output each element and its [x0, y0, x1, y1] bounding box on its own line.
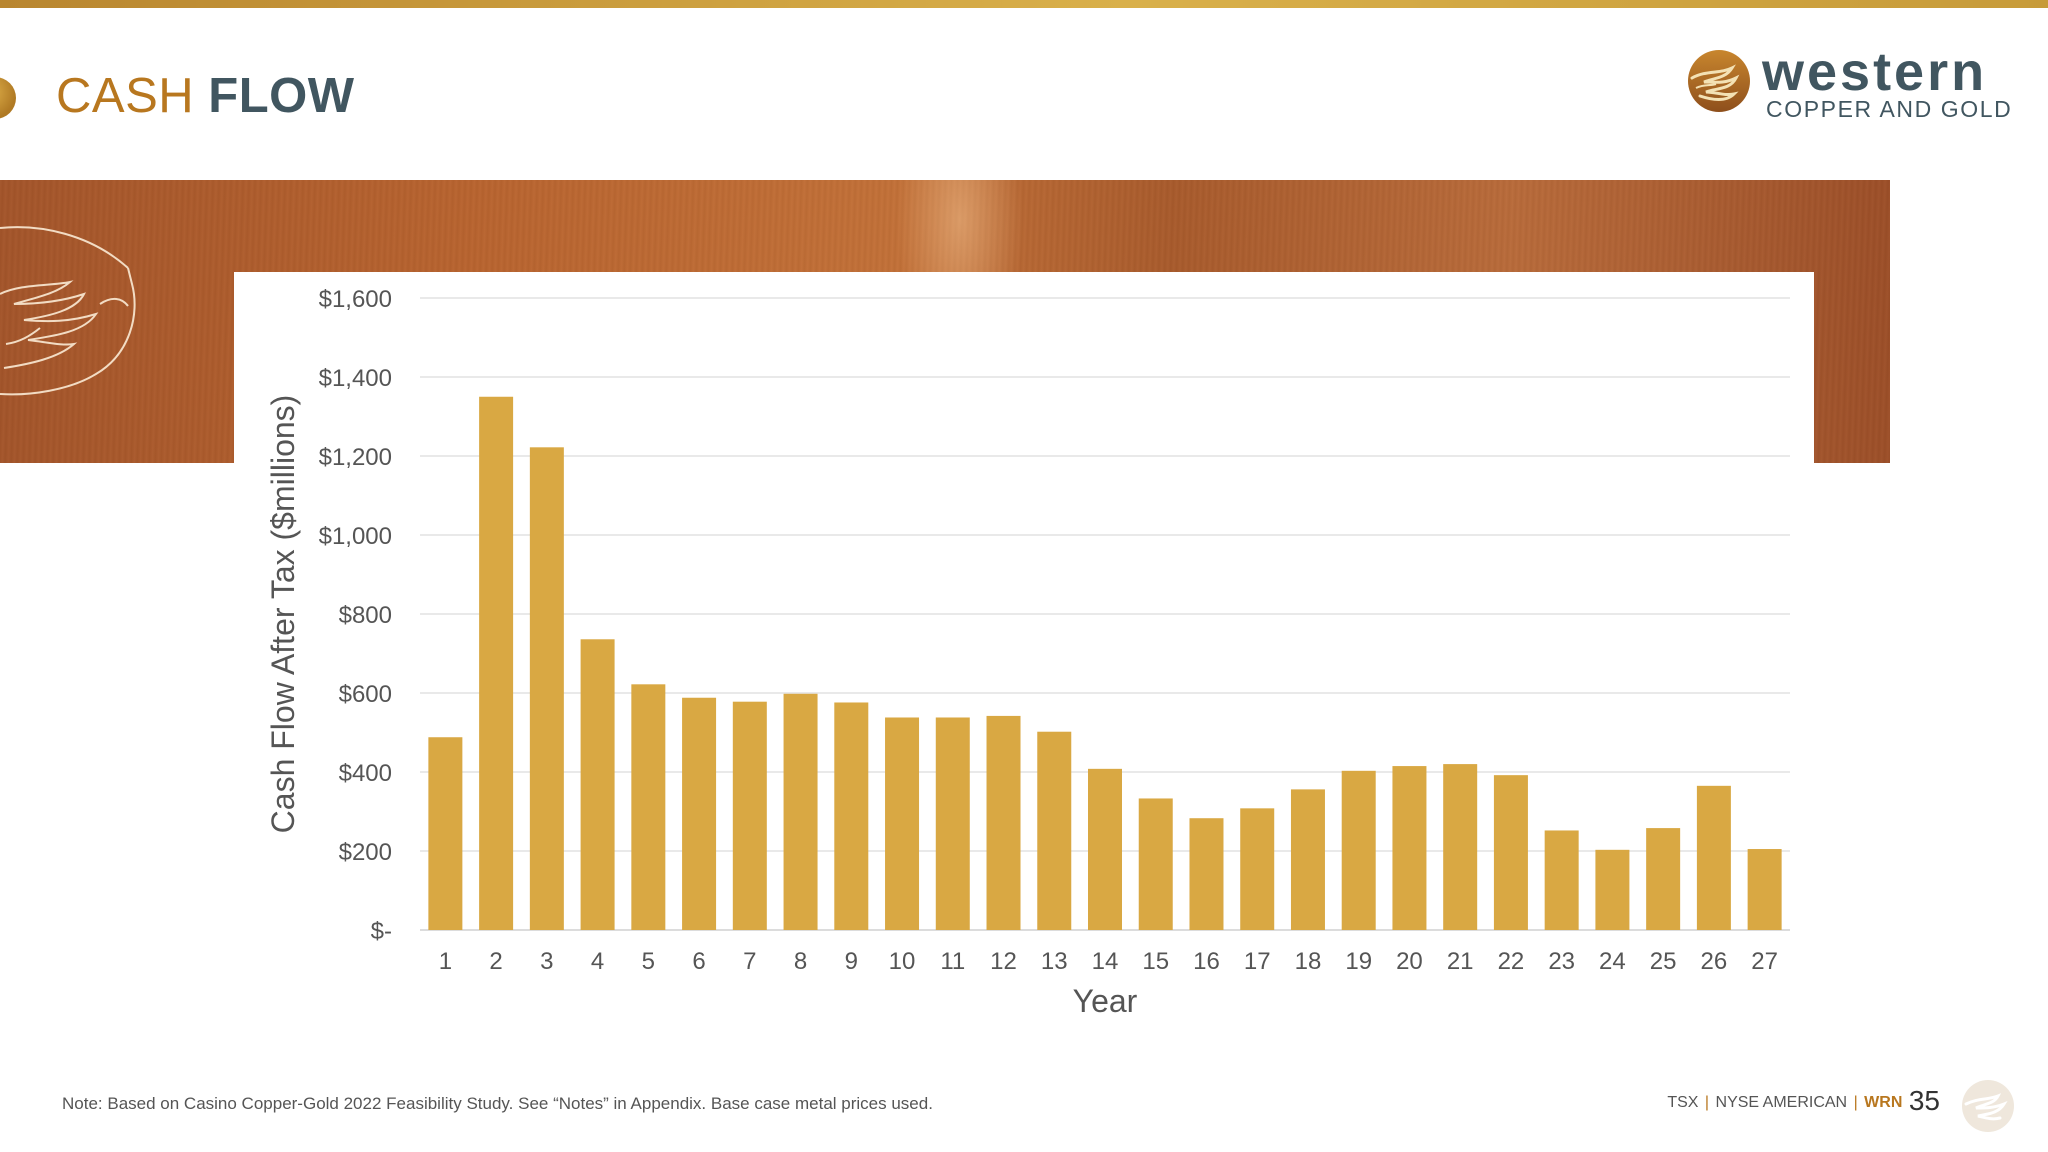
x-tick-label: 19 — [1345, 948, 1372, 975]
x-tick-label: 16 — [1193, 948, 1220, 975]
x-tick-label: 3 — [540, 948, 553, 975]
y-tick-label: $- — [371, 918, 392, 945]
footnote: Note: Based on Casino Copper-Gold 2022 F… — [62, 1094, 933, 1113]
x-tick-label: 8 — [794, 948, 807, 975]
separator: | — [1853, 1094, 1858, 1111]
ticker-symbol: WRN — [1864, 1094, 1903, 1111]
bar-year-13 — [1037, 731, 1072, 930]
page-title-part1: CASH — [56, 69, 209, 123]
bar-year-2 — [479, 396, 514, 930]
bar-year-14 — [1088, 768, 1122, 930]
x-tick-label: 6 — [692, 948, 705, 975]
bar-year-23 — [1544, 830, 1579, 930]
western-copper-gold-logo-icon — [1688, 50, 1750, 112]
separator: | — [1704, 1094, 1710, 1111]
x-tick-label: 27 — [1751, 948, 1778, 975]
x-tick-label: 24 — [1599, 948, 1626, 975]
y-tick-label: $400 — [339, 760, 392, 787]
x-tick-label: 12 — [990, 948, 1017, 975]
bar-year-20 — [1392, 766, 1427, 930]
page-title: CASH FLOW — [56, 66, 355, 126]
y-tick-label: $1,200 — [319, 444, 392, 471]
bar-year-21 — [1443, 764, 1478, 930]
bar-year-12 — [986, 715, 1021, 930]
footer-logo-icon — [1962, 1080, 2014, 1132]
x-tick-label: 23 — [1548, 948, 1575, 975]
bar-year-18 — [1290, 789, 1325, 930]
brand-logo: western COPPER AND GOLD — [1686, 42, 2016, 128]
bar-year-15 — [1138, 798, 1173, 930]
x-tick-label: 18 — [1295, 948, 1322, 975]
y-tick-label: $800 — [339, 602, 392, 629]
chart-panel: $- $200 $400 $600 $800 $1,000 $1,200 $1,400 $1,6… — [234, 272, 1814, 1042]
brand-name: western — [1762, 42, 1988, 102]
brand-tagline: COPPER AND GOLD — [1766, 96, 2013, 122]
bar-year-26 — [1696, 785, 1731, 930]
decorative-emblem-icon — [0, 226, 136, 396]
exchange-tsx: TSX — [1667, 1094, 1699, 1111]
bar-year-3 — [529, 447, 564, 930]
x-tick-label: 21 — [1447, 948, 1474, 975]
title-bullet-icon — [0, 77, 16, 119]
x-tick-label: 15 — [1142, 948, 1169, 975]
x-tick-label: 22 — [1498, 948, 1525, 975]
bar-year-11 — [935, 717, 970, 930]
page-title-part2: FLOW — [208, 69, 355, 123]
bar-year-1 — [428, 737, 463, 930]
x-tick-label: 7 — [743, 948, 756, 975]
bar-year-27 — [1747, 849, 1782, 930]
top-accent-bar — [0, 0, 2048, 8]
x-tick-label: 5 — [642, 948, 655, 975]
y-tick-label: $1,600 — [319, 286, 392, 313]
x-tick-label: 4 — [591, 948, 604, 975]
x-tick-label: 26 — [1701, 948, 1728, 975]
bar-year-7 — [732, 701, 767, 930]
x-tick-label: 14 — [1092, 948, 1119, 975]
bar-year-24 — [1595, 849, 1630, 930]
y-tick-label: $600 — [339, 681, 392, 708]
bar-year-8 — [783, 693, 818, 930]
x-tick-label: 1 — [439, 948, 452, 975]
x-tick-label: 2 — [489, 948, 502, 975]
x-tick-label: 10 — [889, 948, 916, 975]
page-number: 35 — [1908, 1085, 1940, 1116]
bar-year-5 — [631, 684, 666, 930]
x-tick-label: 9 — [845, 948, 858, 975]
bar-year-17 — [1240, 808, 1275, 930]
x-tick-label: 11 — [940, 948, 965, 975]
x-tick-label: 25 — [1650, 948, 1677, 975]
x-tick-label: 17 — [1244, 948, 1271, 975]
exchange-nyse: NYSE AMERICAN — [1715, 1094, 1848, 1111]
bar-year-6 — [682, 697, 717, 930]
footer-ticker: TSX | NYSE AMERICAN | WRN 35 — [1667, 1086, 1940, 1118]
y-tick-label: $200 — [339, 839, 392, 866]
bar-year-25 — [1646, 828, 1681, 930]
bar-year-22 — [1493, 775, 1528, 930]
bar-year-4 — [580, 639, 615, 930]
bar-year-19 — [1341, 770, 1376, 930]
y-tick-label: $1,400 — [319, 365, 392, 392]
bar-year-10 — [885, 717, 920, 930]
y-axis-title: Cash Flow After Tax ($millions) — [265, 395, 301, 834]
x-tick-label: 13 — [1041, 948, 1068, 975]
y-tick-label: $1,000 — [319, 523, 392, 550]
bar-year-9 — [834, 702, 869, 930]
bar-year-16 — [1189, 818, 1224, 930]
x-tick-label: 20 — [1396, 948, 1423, 975]
x-axis-title: Year — [1073, 983, 1138, 1019]
cash-flow-bar-chart: $- $200 $400 $600 $800 $1,000 $1,200 $1,400 $1,6… — [265, 286, 1790, 1019]
